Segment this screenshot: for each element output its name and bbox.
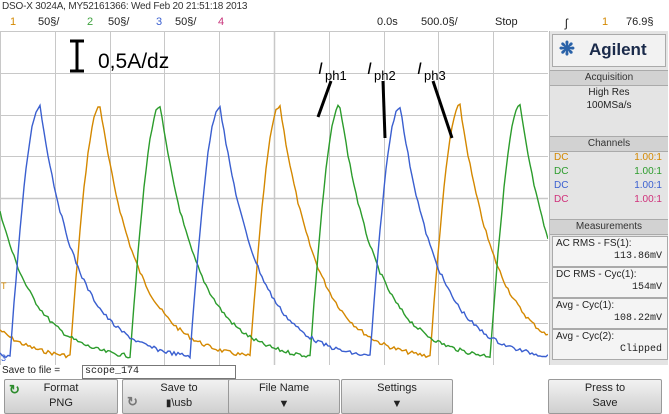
save-file-label: Save to file = [2,365,61,376]
measurements-header[interactable]: Measurements [550,219,668,235]
acquisition-header[interactable]: Acquisition [550,70,668,86]
format-value: PNG [49,397,73,409]
file-name-softkey[interactable]: File Name ▼ [228,379,340,414]
ch1-trace [0,103,548,359]
channels-header[interactable]: Channels [550,136,668,152]
ch3-trace [0,103,548,360]
ch1-scale: 50§/ [38,16,60,28]
down-arrow-icon: ▼ [391,398,403,410]
softkey-bar: ↻ Format PNG ↻ Save to ▮\usb File Name ▼… [0,379,669,414]
ch4-number[interactable]: 4 [218,16,225,28]
measurement-value: 113.86mV [613,251,662,262]
ph1-label-sub: ph1 [325,68,347,83]
ph1-label-i: I [318,59,323,78]
press-to-label: Press to [584,382,626,394]
run-state: Stop [495,16,518,28]
channel-row-4[interactable]: DC 1.00:1 [550,194,668,206]
waveform-display[interactable]: 0,5A/dz I ph1 I ph2 I ph3 3 T [0,31,548,365]
press-to-save-label: Save [592,397,618,409]
ch1-number[interactable]: 1 [10,16,17,28]
channel-row-3[interactable]: DC 1.00:1 [550,180,668,192]
trigger-edge-icon: ʃ [565,16,568,30]
ph2-pointer [381,80,387,139]
format-label: Format [43,382,79,394]
ch3-probe-ratio: 1.00:1 [634,180,662,191]
brand-name: Agilent [589,40,647,59]
save-file-bar: Save to file = scope_174 [0,365,240,379]
annotations: 0,5A/dz I ph1 I ph2 I ph3 3 T [1,39,454,363]
measurement-label: DC RMS - Cyc(1): [556,269,637,280]
trigger-channel: 1 [602,16,609,28]
traces [0,103,548,360]
status-bar: 1 50§/ 2 50§/ 3 50§/ 4 0.0s 500.0§/ Stop… [0,14,669,31]
ch1-coupling: DC [554,152,569,163]
agilent-spark-icon: ❋ [559,39,575,60]
ch3-ground-marker[interactable]: 3 [1,353,6,363]
press-to-save-softkey[interactable]: Press to Save [548,379,662,414]
measurement-label: Avg - Cyc(2): [556,331,615,342]
measurement-value: Clipped [619,344,662,355]
ch3-coupling: DC [554,180,569,191]
ph3-pointer [431,80,454,139]
acquisition-mode: High Res [588,87,630,98]
window-title: DSO-X 3024A, MY52161366: Wed Feb 20 21:5… [2,1,248,12]
save-file-name-field[interactable]: scope_174 [82,365,236,379]
ch4-probe-ratio: 1.00:1 [634,194,662,205]
down-arrow-icon: ▼ [278,398,290,410]
file-name-label: File Name [258,382,310,394]
save-to-softkey[interactable]: ↻ Save to ▮\usb [122,379,236,414]
measurement-4[interactable]: Avg - Cyc(2): Clipped [552,329,668,360]
ch1-probe-ratio: 1.00:1 [634,152,662,163]
settings-softkey[interactable]: Settings ▼ [341,379,453,414]
save-to-label: Save to [160,382,198,394]
ch1-ground-marker[interactable]: T [1,281,7,291]
save-to-value: ▮\usb [123,397,235,409]
channel-row-1[interactable]: DC 1.00:1 [550,152,668,164]
ph1-pointer [316,80,333,118]
ch3-number[interactable]: 3 [156,16,163,28]
ch2-trace [0,103,548,359]
channel-row-2[interactable]: DC 1.00:1 [550,166,668,178]
measurement-label: AC RMS - FS(1): [556,238,632,249]
time-scale: 500.0§/ [421,16,458,28]
waveform-svg: 0,5A/dz I ph1 I ph2 I ph3 3 T [0,31,548,365]
settings-label: Settings [377,382,417,394]
trigger-level: 76.9§ [626,16,654,28]
ch4-coupling: DC [554,194,569,205]
ph3-label-sub: ph3 [424,68,446,83]
measurement-value: 108.22mV [613,313,662,324]
ch2-coupling: DC [554,166,569,177]
ch2-probe-ratio: 1.00:1 [634,166,662,177]
measurement-label: Avg - Cyc(1): [556,300,615,311]
ch2-number[interactable]: 2 [87,16,94,28]
measurement-1[interactable]: AC RMS - FS(1): 113.86mV [552,236,668,267]
side-panel: ❋ Agilent Acquisition High Res 100MSa/s … [549,31,668,365]
ph2-label-sub: ph2 [374,68,396,83]
measurement-2[interactable]: DC RMS - Cyc(1): 154mV [552,267,668,298]
agilent-logo: ❋ Agilent [552,34,666,67]
ph2-label-i: I [367,59,372,78]
ch3-scale: 50§/ [175,16,197,28]
measurement-value: 154mV [631,282,662,293]
measurement-3[interactable]: Avg - Cyc(1): 108.22mV [552,298,668,329]
rotate-icon: ↻ [127,394,138,409]
ch2-scale: 50§/ [108,16,130,28]
time-position: 0.0s [377,16,398,28]
save-to-location: \usb [171,397,193,409]
scale-label: 0,5A/dz [98,50,169,73]
rotate-icon: ↻ [9,382,20,397]
acquisition-rate: 100MSa/s [586,100,632,111]
ph3-label-i: I [417,59,422,78]
format-softkey[interactable]: ↻ Format PNG [4,379,118,414]
usb-icon: ▮ [165,398,172,409]
